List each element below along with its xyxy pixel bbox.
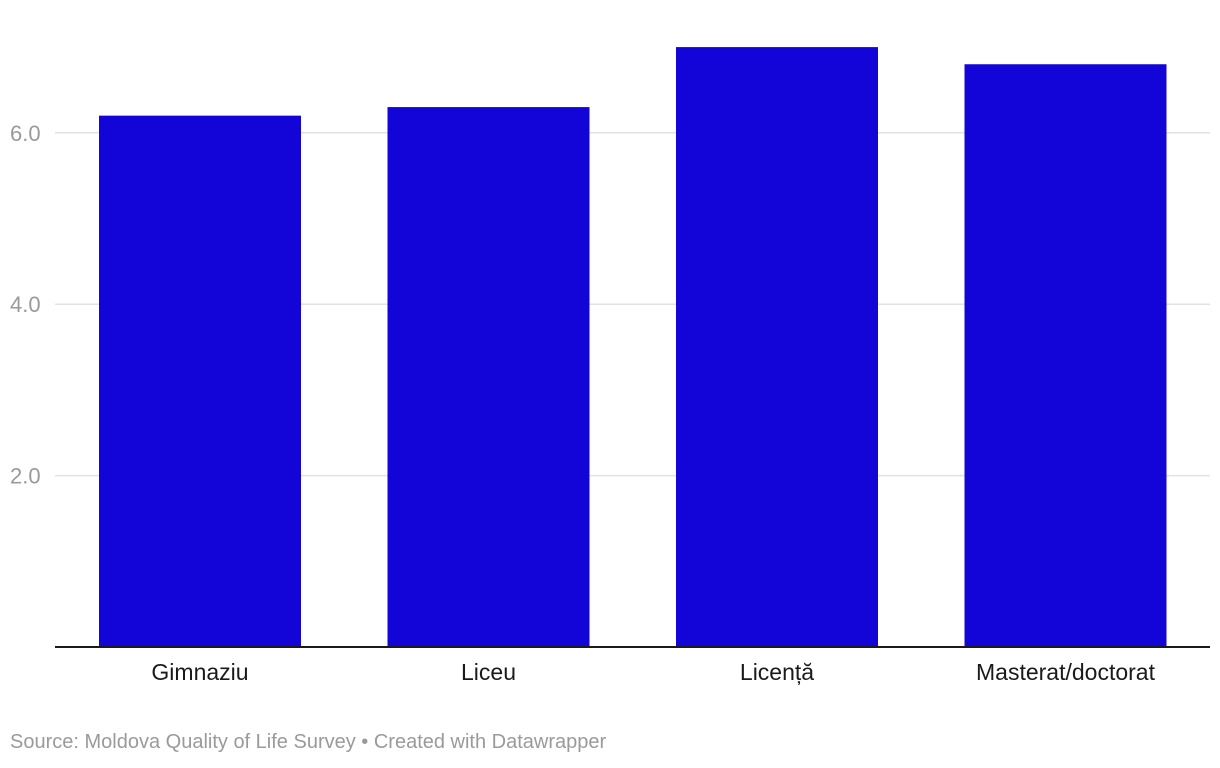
source-note: Source: Moldova Quality of Life Survey •… <box>10 731 607 753</box>
y-tick-label: 4.0 <box>10 292 41 317</box>
bar <box>964 64 1167 648</box>
bar <box>676 47 878 648</box>
bar <box>99 115 301 647</box>
bar-chart: 2.0 4.0 6.0 Gimnaziu Liceu Licență Masterat/d… <box>10 47 1210 685</box>
bar <box>387 107 590 648</box>
x-category-label: Liceu <box>461 659 516 685</box>
y-axis-ticks: 2.0 4.0 6.0 <box>10 121 41 489</box>
x-category-label: Gimnaziu <box>151 659 248 685</box>
x-category-label: Licență <box>740 659 814 685</box>
x-category-label: Masterat/doctorat <box>976 659 1156 685</box>
y-tick-label: 2.0 <box>10 464 41 489</box>
y-tick-label: 6.0 <box>10 121 41 146</box>
bars <box>99 47 1167 648</box>
x-axis-categories: Gimnaziu Liceu Licență Masterat/doctorat <box>151 659 1155 685</box>
